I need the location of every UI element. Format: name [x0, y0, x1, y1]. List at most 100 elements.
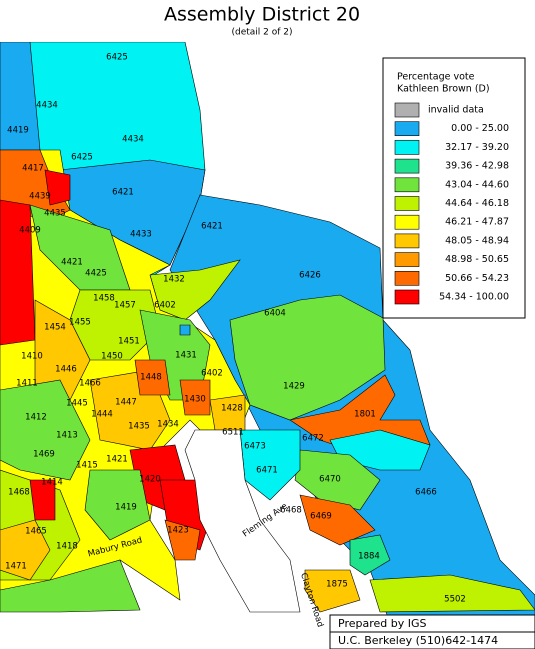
precinct-label: 1444 — [91, 410, 113, 420]
legend-label: 43.04 - 44.60 — [445, 179, 509, 190]
map-title: Assembly District 20 — [164, 4, 360, 26]
legend-label: 32.17 - 39.20 — [445, 142, 509, 153]
legend-label: 0.00 - 25.00 — [451, 123, 509, 134]
precinct-label: 1465 — [25, 527, 47, 537]
precinct-label: 1468 — [8, 488, 30, 498]
precinct-label: 4425 — [85, 269, 107, 279]
precinct-label: 1875 — [326, 580, 348, 590]
precinct-label: 1458 — [93, 294, 115, 304]
legend-label: 44.64 - 46.18 — [445, 198, 509, 209]
precinct-label: 4433 — [130, 230, 152, 240]
precinct-label: 1471 — [5, 562, 27, 572]
legend-swatch — [394, 270, 420, 286]
precinct-label: 1454 — [44, 323, 66, 333]
precinct — [299, 494, 376, 546]
precinct — [0, 379, 91, 481]
precinct-label: 6468 — [280, 506, 302, 516]
precinct-label: 4434 — [122, 135, 144, 145]
precinct — [0, 559, 141, 613]
legend-label: 54.34 - 100.00 — [439, 292, 509, 303]
precinct-label: 1469 — [33, 450, 55, 460]
precinct-label: 4434 — [36, 101, 58, 111]
precinct-label: 1421 — [106, 455, 128, 465]
legend-title: Percentage vote — [397, 72, 475, 83]
precinct — [0, 519, 51, 581]
precinct-label: 1414 — [41, 478, 63, 488]
precinct — [229, 294, 386, 421]
legend-title: Kathleen Brown (D) — [397, 84, 490, 95]
precinct — [349, 534, 391, 576]
precinct-label: 1801 — [354, 410, 376, 420]
precinct-label: 1455 — [69, 318, 91, 328]
precinct — [84, 469, 151, 541]
legend-swatch — [394, 214, 420, 230]
precinct-label: 6421 — [201, 222, 223, 232]
precinct-label: 6472 — [302, 434, 324, 444]
precinct-label: 1413 — [56, 431, 78, 441]
precinct-label: 1429 — [283, 382, 305, 392]
precinct-label: 6473 — [244, 442, 266, 452]
precinct-label: 1451 — [118, 337, 140, 347]
precinct — [179, 379, 211, 416]
legend-label: invalid data — [428, 105, 484, 116]
legend-swatch — [394, 102, 420, 118]
precinct-label: 1428 — [221, 404, 243, 414]
legend-label: 39.36 - 42.98 — [445, 161, 509, 172]
precinct — [0, 199, 36, 346]
precinct-label: 1445 — [66, 399, 88, 409]
precinct-label: 6470 — [319, 475, 341, 485]
precinct — [304, 569, 361, 613]
precinct-label: 1430 — [184, 395, 206, 405]
precinct-label: 1419 — [115, 503, 137, 513]
map-subtitle: (detail 2 of 2) — [231, 28, 292, 38]
precinct-label: 1418 — [56, 542, 78, 552]
precinct — [34, 299, 91, 401]
precinct-label: 1884 — [358, 552, 380, 562]
precinct-label: 6466 — [415, 488, 437, 498]
precinct — [44, 169, 71, 206]
legend-swatch — [394, 177, 420, 193]
precinct-label: 1431 — [175, 351, 197, 361]
precinct — [179, 324, 191, 336]
precinct-label: 6425 — [106, 53, 128, 63]
precinct-label: 4435 — [44, 209, 66, 219]
precinct-label: 6402 — [201, 369, 223, 379]
precinct-label: 1432 — [163, 275, 185, 285]
precinct-label: 4409 — [19, 226, 41, 236]
footer-credit: Prepared by IGS — [338, 617, 426, 630]
precinct-label: 6421 — [112, 188, 134, 198]
precinct-label: 1447 — [115, 398, 137, 408]
precinct-label: 6471 — [256, 466, 278, 476]
precinct — [164, 519, 201, 561]
precinct-label: 1420 — [139, 475, 161, 485]
legend-swatch — [394, 252, 420, 267]
precinct — [209, 394, 246, 431]
precinct-label: 6402 — [154, 301, 176, 311]
precinct-label: 1434 — [157, 420, 179, 430]
precinct — [294, 449, 381, 511]
legend-label: 48.98 - 50.65 — [445, 254, 509, 265]
precinct-label: 6426 — [299, 271, 321, 281]
legend-label: 46.21 - 47.87 — [445, 217, 509, 228]
precinct-label: 1410 — [21, 352, 43, 362]
legend-swatch — [394, 140, 420, 155]
legend-swatch — [394, 289, 420, 305]
water — [184, 429, 301, 613]
precinct-label: 6425 — [71, 153, 93, 163]
legend-swatch — [394, 121, 420, 136]
legend-swatch — [394, 196, 420, 211]
precinct-label: 4421 — [61, 258, 83, 268]
precinct — [134, 359, 171, 396]
legend-label: 48.05 - 48.94 — [445, 235, 509, 246]
map-area: 6425 4434 4419 6425 4434 4417 4439 6421 4433 6421… — [0, 42, 535, 649]
precinct-label: 1450 — [101, 352, 123, 362]
precinct-label: 6511 — [222, 428, 244, 438]
legend-swatch — [394, 158, 420, 174]
precinct — [369, 574, 535, 613]
precinct-label: 4417 — [22, 164, 44, 174]
legend-label: 50.66 - 54.23 — [445, 273, 509, 284]
precinct-label: 6404 — [264, 309, 286, 319]
precinct-label: 1466 — [79, 379, 101, 389]
precinct-label: 1415 — [76, 461, 98, 471]
precinct-label: 1423 — [167, 526, 189, 536]
